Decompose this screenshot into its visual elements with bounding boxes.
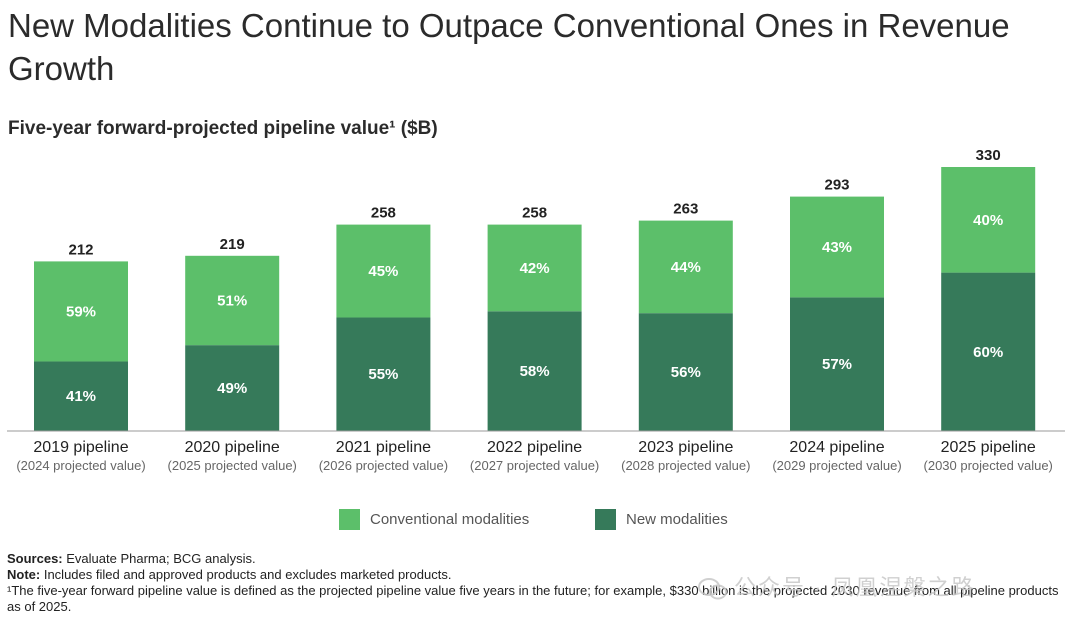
category-label: 2021 pipeline <box>336 439 431 456</box>
category-label: 2020 pipeline <box>185 439 280 456</box>
total-label: 258 <box>522 205 547 222</box>
data-label-new: 55% <box>368 366 398 383</box>
total-label: 219 <box>220 236 245 253</box>
legend-label-conventional: Conventional modalities <box>370 511 530 528</box>
legend-item-conventional: Conventional modalities <box>339 509 529 530</box>
data-label-conventional: 45% <box>368 263 398 280</box>
bar-conventional-modalities <box>336 224 431 318</box>
data-label-new: 58% <box>520 363 550 380</box>
bar-new-modalities <box>185 345 280 431</box>
category-sub-label: (2025 projected value) <box>168 458 297 473</box>
page-title: New Modalities Continue to Outpace Conve… <box>8 7 1010 87</box>
category-sub-label: (2024 projected value) <box>16 458 145 473</box>
note-line: Note: Includes filed and approved produc… <box>7 567 1072 583</box>
bar-conventional-modalities <box>638 220 733 314</box>
wechat-icon <box>698 578 727 600</box>
data-label-new: 49% <box>217 380 247 397</box>
bar-conventional-modalities <box>34 261 128 362</box>
total-label: 330 <box>976 147 1001 164</box>
category-label: 2025 pipeline <box>941 439 1036 456</box>
category-sub-label: (2027 projected value) <box>470 458 599 473</box>
category-sub-label: (2029 projected value) <box>772 458 901 473</box>
bar-new-modalities <box>941 272 1036 431</box>
category-sub-label: (2030 projected value) <box>924 458 1053 473</box>
sources-text: Evaluate Pharma; BCG analysis. <box>66 551 256 566</box>
legend-item-new: New modalities <box>595 509 728 530</box>
category-label: 2019 pipeline <box>33 439 128 456</box>
data-label-conventional: 40% <box>973 212 1003 229</box>
data-label-new: 60% <box>973 344 1003 361</box>
watermark: 公众号 · 凤凰涅槃之路 <box>698 570 976 602</box>
category-label: 2022 pipeline <box>487 439 582 456</box>
bar-new-modalities <box>638 313 733 431</box>
chart-subtitle: Five-year forward-projected pipeline val… <box>8 118 438 139</box>
bar-new-modalities <box>34 361 128 431</box>
data-label-new: 56% <box>671 364 701 381</box>
total-label: 263 <box>673 201 698 218</box>
legend-swatch-new <box>595 509 616 530</box>
data-label-conventional: 44% <box>671 259 701 276</box>
sources-line: Sources: Evaluate Pharma; BCG analysis. <box>7 551 1072 567</box>
total-label: 212 <box>68 241 93 258</box>
legend-swatch-conventional <box>339 509 360 530</box>
data-label-conventional: 43% <box>822 239 852 256</box>
bar-conventional-modalities <box>941 167 1036 273</box>
note-label: Note: <box>7 567 41 582</box>
sources-label: Sources: <box>7 551 63 566</box>
category-label: 2024 pipeline <box>789 439 884 456</box>
bar-new-modalities <box>487 311 582 431</box>
total-label: 293 <box>824 177 849 194</box>
category-label: 2023 pipeline <box>638 439 733 456</box>
total-label: 258 <box>371 205 396 222</box>
bar-new-modalities <box>336 317 431 431</box>
footer-notes: Sources: Evaluate Pharma; BCG analysis. … <box>7 551 1072 615</box>
legend-label-new: New modalities <box>626 511 728 528</box>
watermark-text: 公众号 · 凤凰涅槃之路 <box>734 575 976 600</box>
data-label-new: 41% <box>66 388 96 405</box>
data-label-conventional: 51% <box>217 292 247 309</box>
data-label-conventional: 42% <box>520 260 550 277</box>
category-sub-label: (2028 projected value) <box>621 458 750 473</box>
bar-conventional-modalities <box>790 196 884 298</box>
category-sub-label: (2026 projected value) <box>319 458 448 473</box>
footnote-text: ¹The five-year forward pipeline value is… <box>7 583 1059 614</box>
bar-conventional-modalities <box>185 255 280 346</box>
note-text: Includes filed and approved products and… <box>43 567 452 582</box>
data-label-conventional: 59% <box>66 303 96 320</box>
data-label-new: 57% <box>822 356 852 373</box>
stacked-bar-chart: 41% 59% 212 2019 pipeline (2024 projected va… <box>7 147 1065 473</box>
legend: Conventional modalities New modalities <box>0 509 1080 533</box>
bar-new-modalities <box>790 297 884 431</box>
bar-conventional-modalities <box>487 224 582 312</box>
